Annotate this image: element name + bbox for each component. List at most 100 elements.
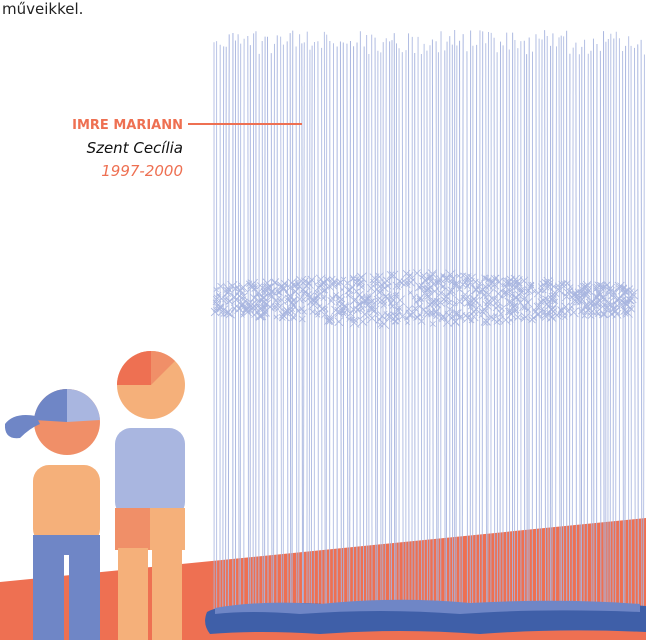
cross bbox=[261, 289, 269, 297]
cross bbox=[581, 291, 590, 301]
cross bbox=[212, 299, 219, 306]
cross bbox=[255, 303, 266, 313]
cross bbox=[493, 312, 499, 318]
cross bbox=[280, 279, 289, 288]
cross bbox=[392, 292, 399, 299]
cross bbox=[543, 300, 554, 312]
thread bbox=[466, 51, 468, 613]
cross bbox=[267, 287, 276, 296]
cross bbox=[605, 287, 615, 297]
cross bbox=[594, 281, 605, 292]
cross bbox=[496, 316, 503, 324]
cross bbox=[438, 311, 448, 322]
cross bbox=[520, 312, 531, 323]
cross bbox=[534, 309, 544, 319]
cross bbox=[427, 298, 437, 308]
thread bbox=[247, 35, 250, 613]
cross bbox=[600, 311, 608, 319]
visor bbox=[4, 415, 40, 439]
thread bbox=[526, 54, 528, 613]
cross bbox=[543, 279, 551, 286]
cross bbox=[375, 315, 384, 324]
thread bbox=[583, 39, 586, 613]
hair bbox=[151, 351, 175, 385]
thread bbox=[609, 33, 612, 613]
cross bbox=[504, 297, 514, 307]
cross bbox=[513, 283, 521, 291]
cross bbox=[334, 317, 344, 327]
cross bbox=[261, 304, 269, 312]
cross bbox=[441, 291, 452, 302]
cross bbox=[627, 296, 635, 305]
cross bbox=[571, 288, 582, 299]
cross bbox=[532, 309, 543, 320]
cross bbox=[419, 271, 428, 280]
cross bbox=[369, 305, 380, 316]
cross bbox=[524, 288, 531, 295]
cross bbox=[286, 310, 293, 317]
cross bbox=[359, 309, 370, 320]
cross bbox=[366, 300, 377, 311]
cross bbox=[350, 276, 356, 282]
cross bbox=[464, 297, 473, 307]
thread bbox=[308, 49, 311, 613]
cross bbox=[499, 305, 505, 312]
cross bbox=[405, 305, 413, 313]
cross bbox=[527, 284, 533, 290]
cross bbox=[552, 298, 559, 305]
cross bbox=[395, 277, 404, 286]
thread bbox=[478, 30, 481, 613]
cross bbox=[363, 298, 369, 304]
cross bbox=[454, 296, 465, 307]
thread bbox=[603, 31, 605, 613]
thread bbox=[487, 32, 489, 613]
cross bbox=[294, 279, 299, 285]
cross bbox=[339, 287, 345, 292]
cross bbox=[305, 279, 312, 286]
cross bbox=[251, 285, 258, 292]
cross bbox=[479, 308, 486, 315]
cross bbox=[594, 288, 604, 299]
cross bbox=[509, 305, 519, 315]
cross bbox=[340, 308, 347, 314]
thread bbox=[310, 45, 313, 613]
cross bbox=[217, 303, 225, 311]
cross bbox=[359, 305, 366, 312]
cross bbox=[447, 286, 456, 295]
cross bbox=[217, 282, 225, 290]
cross bbox=[417, 312, 424, 319]
thread bbox=[575, 42, 577, 613]
cross bbox=[285, 282, 295, 293]
thread bbox=[237, 34, 240, 613]
thread bbox=[624, 45, 627, 613]
cross bbox=[622, 307, 633, 318]
cross bbox=[404, 272, 414, 281]
cross bbox=[579, 283, 589, 292]
cross bbox=[582, 300, 591, 308]
cross bbox=[484, 299, 491, 306]
cross bbox=[432, 308, 440, 317]
thread bbox=[252, 33, 255, 613]
cross bbox=[574, 288, 585, 299]
cross bbox=[429, 320, 436, 327]
cross bbox=[489, 279, 500, 290]
cross bbox=[462, 294, 471, 303]
thread bbox=[555, 46, 558, 613]
cross bbox=[395, 303, 404, 312]
thread bbox=[295, 46, 298, 613]
cross bbox=[357, 316, 368, 327]
cross bbox=[360, 300, 366, 306]
caption-school: Szent Cecília bbox=[87, 139, 183, 157]
cross bbox=[388, 300, 394, 307]
thread bbox=[435, 41, 438, 613]
thread bbox=[637, 44, 639, 613]
cross bbox=[320, 310, 329, 319]
cross bbox=[617, 285, 628, 295]
thread bbox=[349, 41, 351, 613]
cross bbox=[416, 293, 425, 302]
child-right bbox=[115, 351, 185, 640]
cross bbox=[298, 305, 306, 313]
cross bbox=[327, 277, 338, 289]
cross bbox=[582, 284, 593, 295]
